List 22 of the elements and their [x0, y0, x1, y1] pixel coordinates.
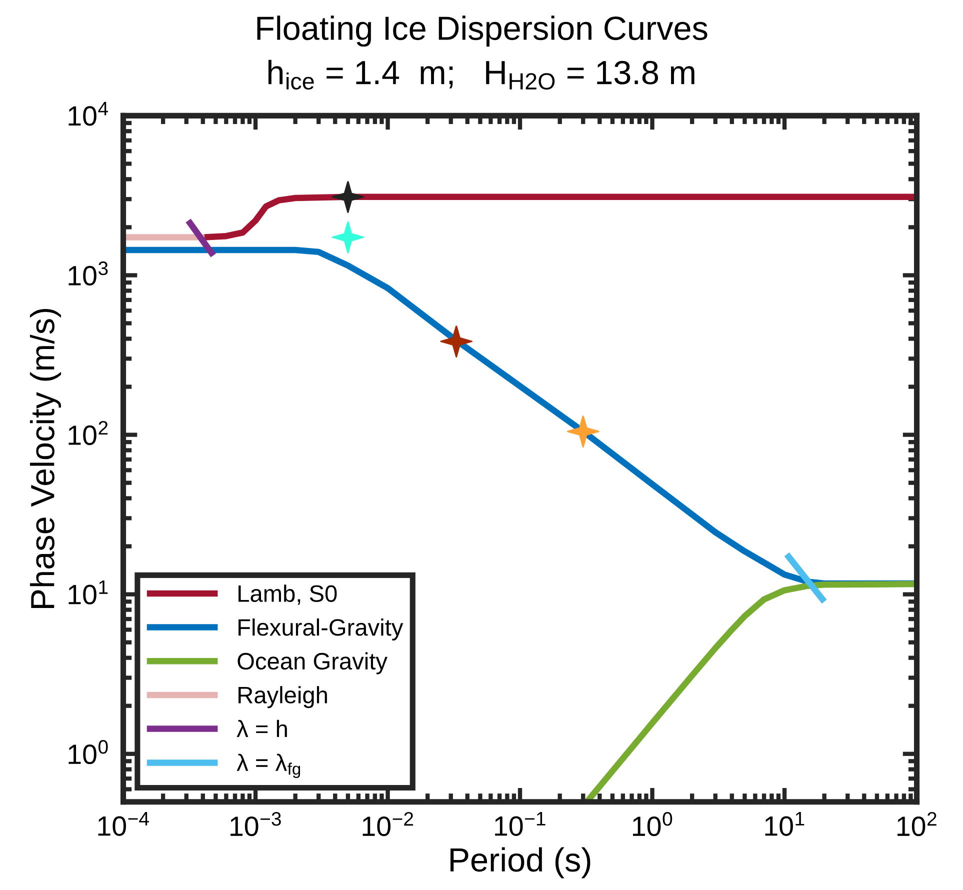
- x-tick-label: 10$^{1}$: [765, 812, 804, 836]
- legend-label: Flexural-Gravity: [238, 618, 404, 640]
- legend-label: Rayleigh: [238, 686, 327, 708]
- x-tick-label: 10$^{−3}$: [230, 812, 281, 836]
- x-tick-label: 10$^{2}$: [898, 812, 936, 836]
- y-tick-label: 10$^{0}$: [68, 740, 108, 764]
- x-tick-label: 10$^{0}$: [633, 812, 672, 836]
- chart-subtitle: h$_{ice}$ = 1.4 m; H$_{H2O}$ = 13.8 m: [268, 60, 694, 90]
- chart-title: Floating Ice Dispersion Curves: [257, 16, 708, 47]
- x-tick-label: 10$^{−2}$: [362, 812, 414, 836]
- y-tick-label: 10$^{4}$: [68, 102, 108, 126]
- legend-label: Ocean Gravity: [238, 652, 388, 674]
- x-tick-label: 10$^{−4}$: [98, 812, 149, 836]
- y-tick-label: 10$^{2}$: [68, 420, 108, 446]
- legend-label: λ = h: [236, 720, 287, 738]
- x-axis-title: Period (s): [450, 847, 590, 878]
- y-axis-title: Phase Velocity (m/s): [30, 308, 62, 608]
- legend-label: λ = λ$_{fg}$: [236, 754, 300, 778]
- legend-label: Lamb, S0: [238, 584, 337, 605]
- y-tick-label: 10$^{3}$: [68, 261, 108, 286]
- x-tick-label: 10$^{−1}$: [495, 812, 546, 836]
- y-tick-label: 10$^{1}$: [68, 580, 108, 604]
